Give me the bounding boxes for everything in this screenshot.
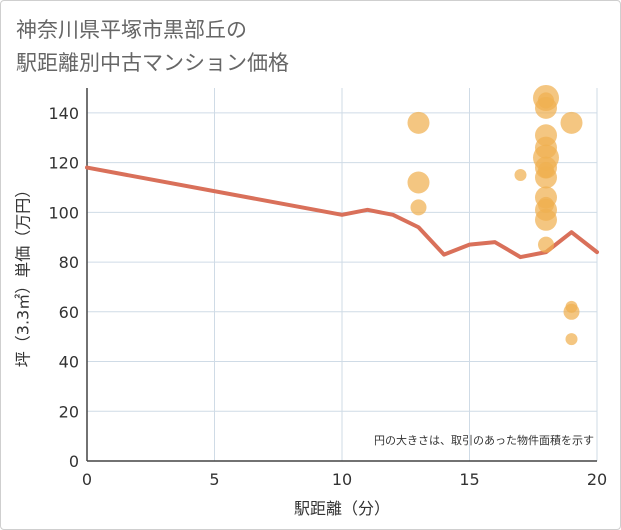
- tick-labels: 0 5 10 15 20 0 20 40 60 80 100 120 140: [48, 104, 607, 489]
- data-point: [565, 333, 578, 346]
- x-tick-label: 20: [587, 470, 607, 489]
- y-tick-label: 120: [48, 154, 79, 173]
- data-point: [560, 111, 583, 134]
- data-point: [410, 199, 427, 216]
- data-point: [514, 169, 527, 182]
- data-point: [407, 111, 430, 134]
- data-point: [563, 303, 580, 320]
- data-point: [535, 166, 557, 189]
- x-tick-label: 10: [332, 470, 352, 489]
- x-tick-label: 5: [209, 470, 219, 489]
- data-point: [538, 236, 554, 253]
- data-point: [407, 171, 430, 194]
- data-point: [535, 208, 557, 231]
- size-note: 円の大きさは、取引のあった物件面積を示す: [374, 433, 594, 447]
- x-axis-label: 駅距離（分）: [294, 499, 390, 518]
- y-tick-label: 80: [59, 253, 79, 272]
- y-tick-label: 100: [48, 203, 79, 222]
- chart-title: 神奈川県平塚市黒部丘の 駅距離別中古マンション価格: [16, 18, 289, 75]
- y-axis-label: 坪（3.3㎡）単価（万円）: [14, 182, 33, 367]
- y-tick-label: 60: [59, 303, 79, 322]
- data-points: [407, 84, 583, 346]
- y-tick-label: 40: [59, 353, 79, 372]
- x-tick-label: 15: [459, 470, 479, 489]
- y-tick-label: 140: [48, 104, 79, 123]
- y-tick-label: 0: [69, 452, 79, 471]
- axes: [86, 88, 597, 462]
- x-tick-label: 0: [82, 470, 92, 489]
- y-tick-label: 20: [59, 402, 79, 421]
- data-point: [535, 96, 557, 119]
